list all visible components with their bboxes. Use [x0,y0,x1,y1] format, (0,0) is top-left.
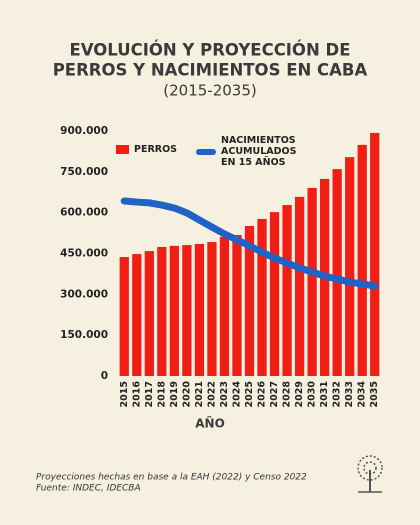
x-tick-label: 2017 [144,381,155,407]
x-tick-label: 2025 [244,381,255,407]
x-tick-label: 2030 [307,381,318,408]
y-tick-label: 0 [101,370,108,382]
logo [357,455,383,493]
bar [182,245,192,376]
x-tick-label: 2034 [357,381,368,408]
x-tick-label: 2016 [131,381,142,408]
chart-subtitle: (2015-2035) [163,82,256,100]
legend-label: NACIMIENTOS ACUMULADOS EN 15 AÑOS [221,135,297,168]
chart-title: PERROS Y NACIMIENTOS EN CABA [53,61,368,80]
bar [157,246,167,376]
bar [194,243,205,376]
footnote: Proyecciones hechas en base a la EAH (20… [36,473,307,483]
bar [207,242,217,376]
bar [119,257,129,376]
bar [282,205,292,376]
y-tick-label: 750.000 [60,166,108,178]
bar [332,169,342,376]
bar [132,254,142,376]
legend-label: PERROS [134,144,178,155]
x-tick-label: 2031 [319,381,330,407]
legend-item: NACIMIENTOS ACUMULADOS EN 15 AÑOS [196,135,305,168]
x-tick-label: 2019 [169,381,180,407]
x-tick-label: 2015 [119,381,130,407]
x-tick-label: 2023 [219,381,230,407]
footnote: Fuente: INDEC, IDECBA [36,484,141,494]
bar [257,218,267,376]
chart-title: EVOLUCIÓN Y PROYECCIÓN DE [70,41,351,60]
x-axis-label: AÑO [195,416,225,431]
bar [370,132,380,376]
x-tick-label: 2024 [231,381,242,408]
bar [294,196,305,376]
bar [307,187,317,376]
x-tick-label: 2029 [294,381,305,407]
y-tick-label: 300.000 [60,288,108,300]
x-tick-label: 2022 [206,381,217,407]
y-tick-label: 900.000 [60,125,108,137]
y-tick-label: 150.000 [60,329,108,341]
bar [357,144,367,376]
legend-swatch [196,148,216,155]
x-tick-label: 2020 [181,381,192,408]
legend-swatch [116,145,129,154]
x-tick-label: 2021 [194,381,205,407]
x-tick-label: 2026 [257,381,268,408]
y-tick-label: 450.000 [60,248,108,260]
bar [144,251,154,376]
bar [345,157,355,376]
line [120,197,379,290]
legend-item: PERROS [116,144,177,155]
bar [232,234,242,376]
bar [219,236,230,376]
x-tick-label: 2028 [282,381,293,408]
x-tick-label: 2032 [332,381,343,407]
y-tick-label: 600.000 [60,207,108,219]
x-tick-label: 2027 [269,381,280,407]
x-tick-label: 2018 [156,381,167,408]
x-tick-label: 2033 [344,381,355,407]
x-tick-label: 2035 [369,381,380,407]
bar [269,212,280,376]
bar [244,226,255,376]
bar [169,245,179,376]
